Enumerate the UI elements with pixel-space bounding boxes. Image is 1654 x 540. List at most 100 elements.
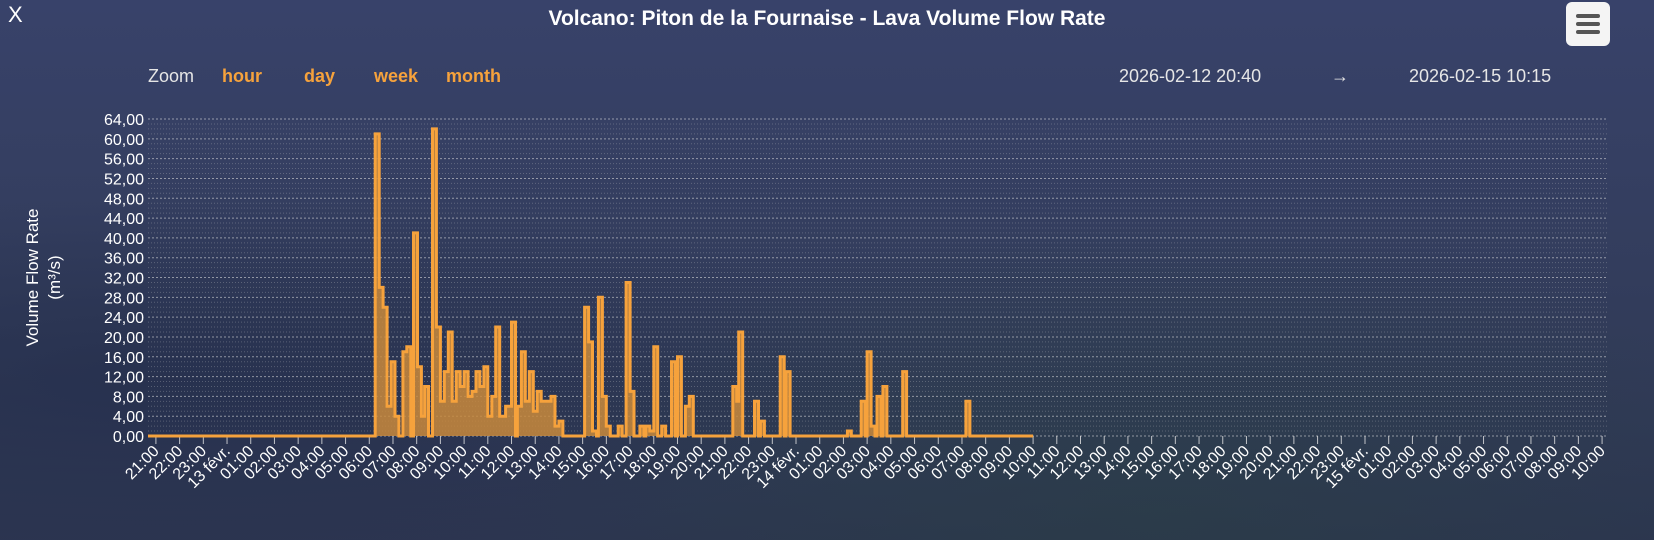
- series-step: [525, 401, 529, 436]
- series-step: [883, 386, 887, 436]
- series-step: [541, 401, 551, 436]
- series-step: [417, 367, 421, 436]
- series-step: [500, 416, 506, 436]
- series-step: [517, 406, 521, 436]
- y-tick-label: 8,00: [113, 389, 144, 406]
- zoom-month-button[interactable]: month: [446, 66, 501, 86]
- series-step: [685, 406, 689, 436]
- series-step: [966, 401, 970, 436]
- series-step: [407, 347, 411, 436]
- series-step: [425, 386, 429, 436]
- series-step: [780, 357, 784, 436]
- chart-title: Volcano: Piton de la Fournaise - Lava Vo…: [548, 7, 1106, 30]
- series-step: [440, 401, 444, 436]
- range-to-date[interactable]: 2026-02-15 10:15: [1409, 66, 1552, 86]
- range-from-date[interactable]: 2026-02-12 20:40: [1119, 66, 1262, 86]
- series-step: [387, 406, 391, 436]
- series-step: [847, 431, 851, 436]
- y-tick-label: 20,00: [104, 330, 144, 347]
- y-tick-label: 48,00: [104, 191, 144, 208]
- y-tick-label: 0,00: [113, 429, 144, 446]
- series-step: [395, 416, 399, 436]
- zoom-week-button[interactable]: week: [374, 66, 419, 86]
- series-step: [786, 372, 790, 436]
- series-step: [521, 352, 525, 436]
- hamburger-icon-bar-middle: [1576, 22, 1600, 26]
- series-step: [551, 396, 555, 436]
- y-tick-label: 40,00: [104, 231, 144, 248]
- series-step: [630, 391, 634, 436]
- y-tick-label: 16,00: [104, 350, 144, 367]
- series-step: [379, 287, 383, 436]
- y-tick-label: 60,00: [104, 132, 144, 149]
- series-step: [598, 297, 602, 436]
- range-arrow-icon: →: [1331, 66, 1349, 86]
- y-tick-label: 56,00: [104, 152, 144, 169]
- series-step: [672, 362, 676, 436]
- series-step: [460, 386, 464, 436]
- series-step: [654, 347, 658, 436]
- series-step: [871, 426, 875, 436]
- series-step: [436, 327, 440, 436]
- y-axis-label: Volume Flow Rate: [23, 209, 42, 347]
- series-step: [529, 372, 533, 436]
- zoom-hour-button[interactable]: hour: [222, 66, 262, 86]
- y-tick-label: 12,00: [104, 370, 144, 387]
- series-step: [677, 357, 681, 436]
- y-axis-title: Volume Flow Rate (m³/s): [23, 209, 64, 347]
- series-step: [452, 401, 456, 436]
- zoom-day-button[interactable]: day: [304, 66, 336, 86]
- series-step: [585, 307, 589, 436]
- series-step: [432, 129, 436, 436]
- series-step: [606, 426, 610, 436]
- hamburger-icon-bar-top: [1576, 14, 1600, 18]
- series-step: [533, 411, 537, 436]
- y-tick-label: 44,00: [104, 211, 144, 228]
- series-step: [496, 327, 500, 436]
- series-step: [506, 406, 512, 436]
- series-step: [484, 367, 488, 436]
- y-tick-label: 52,00: [104, 171, 144, 188]
- series-step: [472, 391, 476, 436]
- series-step: [421, 416, 424, 436]
- series-step: [456, 372, 460, 436]
- series-step: [448, 332, 452, 436]
- series-step: [867, 352, 871, 436]
- series-step: [414, 233, 418, 436]
- series-step: [559, 421, 563, 436]
- series-step: [760, 421, 764, 436]
- series-step: [737, 401, 739, 436]
- y-tick-label: 28,00: [104, 290, 144, 307]
- series-step: [464, 372, 468, 436]
- series-step: [391, 362, 395, 436]
- series-step: [468, 396, 472, 436]
- y-tick-label: 64,00: [104, 112, 144, 129]
- y-tick-label: 4,00: [113, 409, 144, 426]
- hamburger-icon-bar-bottom: [1576, 30, 1600, 34]
- series-step: [646, 426, 650, 436]
- series-step: [444, 372, 448, 436]
- y-tick-label: 36,00: [104, 251, 144, 268]
- series-step: [375, 134, 379, 436]
- series-step: [626, 282, 630, 436]
- series-step: [877, 396, 881, 436]
- series-step: [512, 322, 516, 436]
- series-step: [476, 372, 480, 436]
- series-step: [662, 426, 666, 436]
- series-step: [537, 391, 541, 436]
- series-step: [640, 426, 644, 436]
- series-step: [650, 431, 654, 436]
- series-step: [383, 307, 387, 436]
- series-step: [618, 426, 622, 436]
- zoom-label: Zoom: [148, 66, 195, 86]
- series-line: [148, 127, 1034, 438]
- series-step: [602, 396, 606, 436]
- close-button[interactable]: X: [8, 2, 23, 27]
- menu-button[interactable]: [1566, 2, 1610, 46]
- series-step: [903, 372, 907, 436]
- series-area: [148, 128, 1034, 436]
- y-axis-unit: (m³/s): [45, 255, 64, 299]
- series-step: [739, 332, 743, 436]
